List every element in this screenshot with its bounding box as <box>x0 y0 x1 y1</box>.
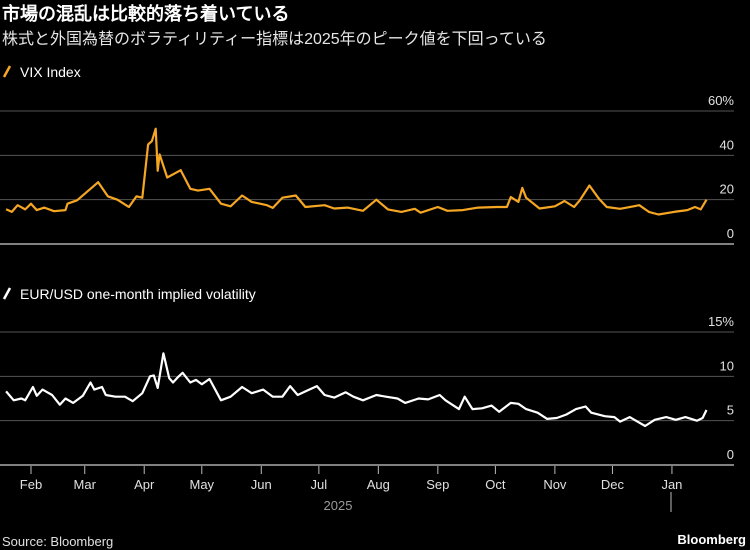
eurusd-ytick-label: 5 <box>727 403 734 418</box>
x-tick-label: Nov <box>543 477 567 492</box>
chart-subtitle: 株式と外国為替のボラティリティー指標は2025年のピーク値を下回っている <box>2 30 547 48</box>
x-tick-label: Feb <box>20 477 42 492</box>
vix-gridlines: 0 20 40 60% <box>0 93 734 245</box>
x-tick-label: Oct <box>485 477 506 492</box>
eurusd-legend-label: EUR/USD one-month implied volatility <box>20 286 256 302</box>
x-tick-label: Aug <box>367 477 390 492</box>
x-tick-label: Mar <box>74 477 97 492</box>
x-tick-label: Apr <box>134 477 155 492</box>
bloomberg-logo: Bloomberg <box>677 532 746 547</box>
source-note: Source: Bloomberg <box>2 534 113 549</box>
x-tick-label: Jun <box>251 477 272 492</box>
eurusd-line <box>5 352 708 428</box>
vix-ytick-label: 60% <box>708 93 734 108</box>
x-tick-label: Jan <box>661 477 682 492</box>
chart-title: 市場の混乱は比較的落ち着いている <box>2 3 289 24</box>
x-tick-label: Sep <box>426 477 449 492</box>
vix-ytick-label: 40 <box>720 137 734 152</box>
vix-ytick-label: 20 <box>720 182 734 197</box>
eurusd-ytick-label: 0 <box>727 447 734 462</box>
year-label: 2025 <box>324 498 353 513</box>
vix-series <box>5 127 708 216</box>
slash-icon <box>2 65 12 78</box>
x-tick-label: Dec <box>601 477 625 492</box>
vix-legend: VIX Index <box>2 64 81 80</box>
x-tick-label: Jul <box>311 477 328 492</box>
eurusd-ytick-label: 15% <box>708 314 734 329</box>
eurusd-legend: EUR/USD one-month implied volatility <box>2 286 256 302</box>
vix-line <box>5 127 708 216</box>
vix-ytick-label: 0 <box>727 226 734 241</box>
eurusd-gridlines: 0 5 10 15% <box>0 314 734 466</box>
vix-legend-label: VIX Index <box>20 64 81 80</box>
slash-icon <box>2 287 12 300</box>
eurusd-series <box>5 352 708 428</box>
x-tick-label: May <box>190 477 215 492</box>
eurusd-ytick-label: 10 <box>720 358 734 373</box>
x-axis: Feb Mar Apr May Jun Jul Aug Sep Oct Nov Dec Jan <box>20 466 682 492</box>
